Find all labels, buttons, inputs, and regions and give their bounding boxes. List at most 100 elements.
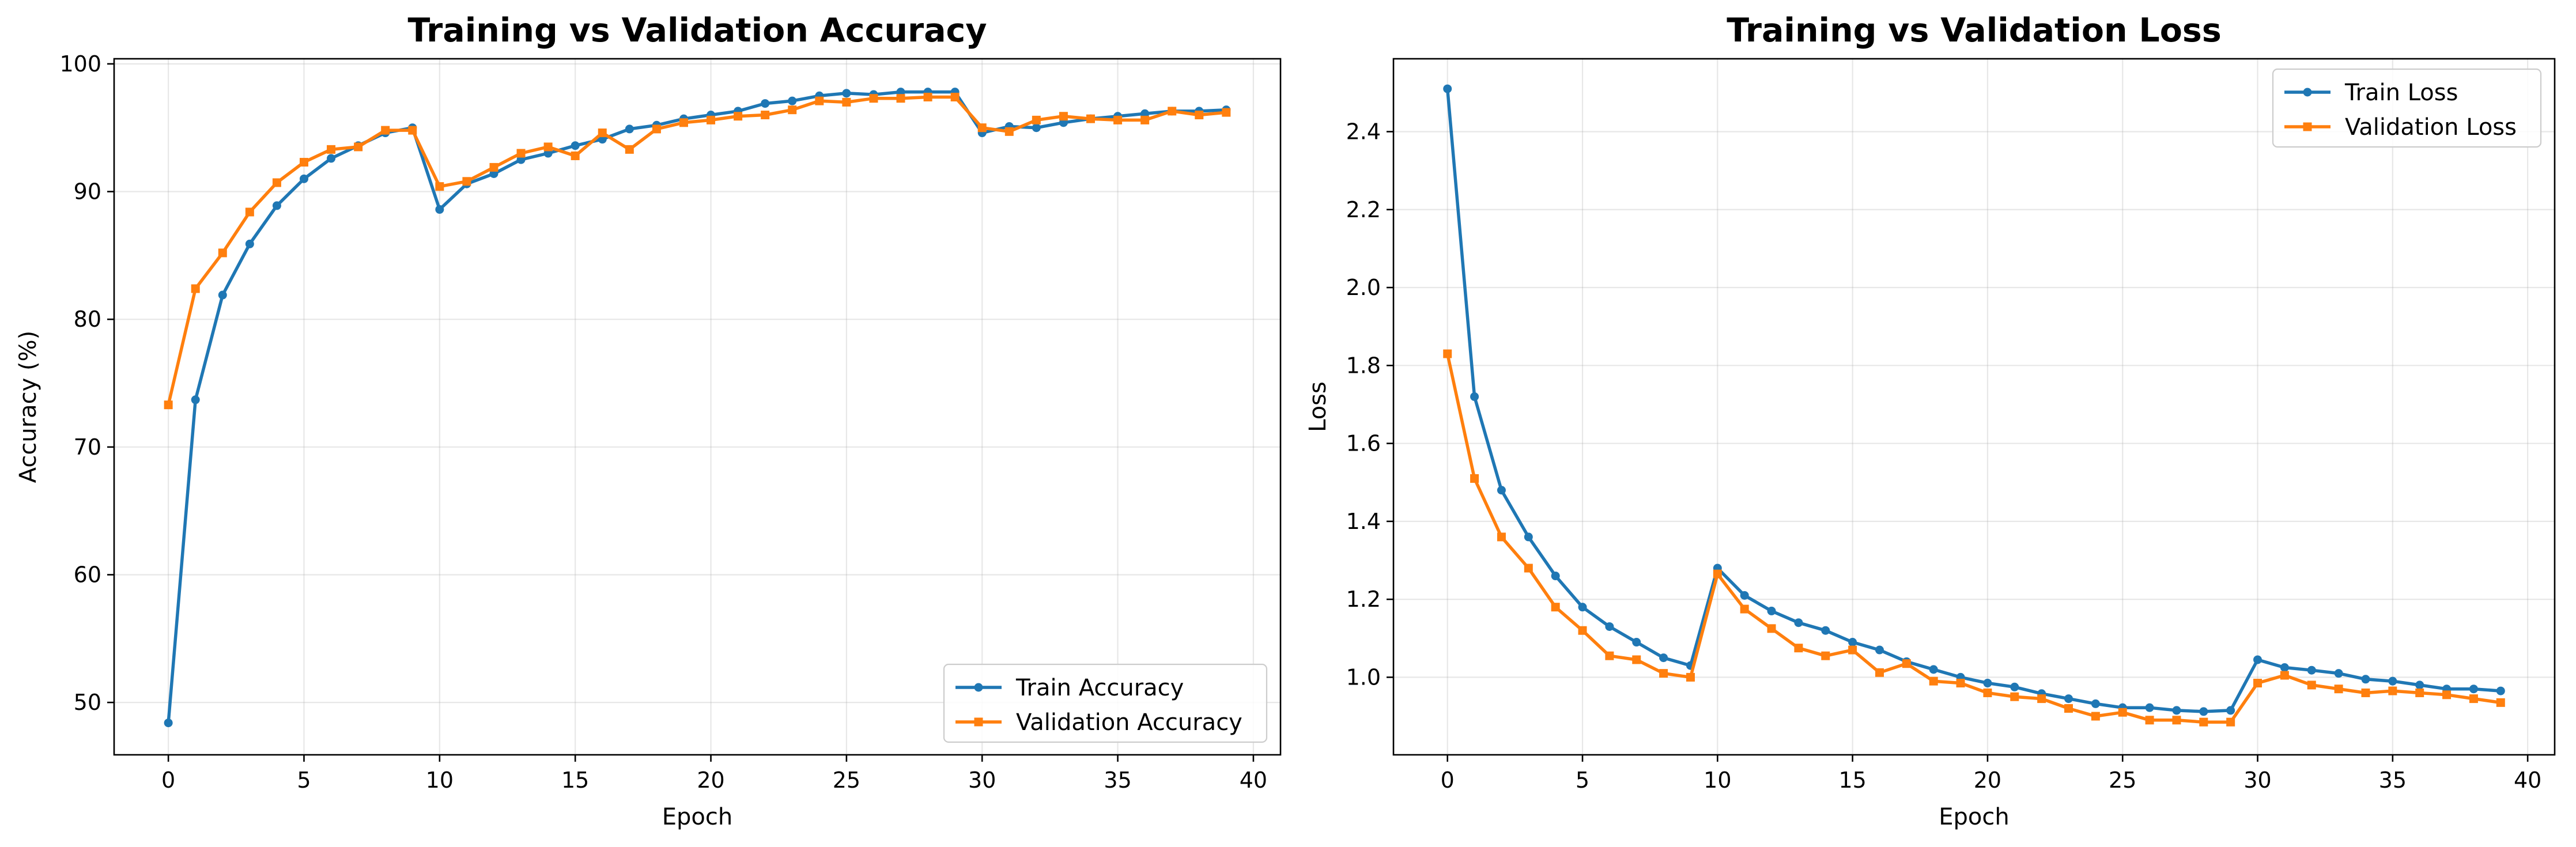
legend-marker (2303, 122, 2312, 131)
data-point (1983, 679, 1992, 688)
data-point (2415, 688, 2424, 697)
y-tick-label: 2.2 (1346, 197, 1381, 222)
data-point (489, 162, 498, 172)
data-point (272, 201, 281, 210)
data-point (516, 149, 526, 158)
legend-label: Validation Loss (2345, 114, 2517, 141)
data-point (299, 174, 308, 183)
data-point (164, 400, 173, 410)
data-point (625, 145, 634, 154)
x-tick-label: 5 (1576, 767, 1589, 793)
data-point (2361, 675, 2370, 684)
data-point (896, 94, 905, 103)
legend-marker (974, 717, 983, 727)
data-point (2226, 717, 2235, 727)
legend-marker (2303, 88, 2312, 97)
x-tick-label: 35 (2379, 767, 2407, 793)
data-point (2199, 707, 2208, 716)
x-tick-label: 0 (161, 767, 175, 793)
data-point (815, 96, 824, 105)
ticks: 0 5 10 15 20 25 30 35 40 50 60 70 80 90 100 (59, 51, 1267, 793)
y-tick-label: 1.4 (1346, 509, 1381, 534)
data-point (2442, 690, 2452, 699)
x-tick-label: 40 (2514, 767, 2541, 793)
data-point (1632, 638, 1641, 647)
y-tick-label: 2.0 (1346, 275, 1381, 300)
data-point (869, 94, 878, 103)
y-tick-label: 80 (74, 307, 101, 332)
data-point (571, 151, 580, 160)
y-tick-label: 1.8 (1346, 353, 1381, 378)
legend-box (2272, 68, 2542, 148)
data-point (1740, 591, 1749, 600)
chart-loss: 0 5 10 15 20 25 30 35 40 1.0 1.2 1.4 1.6 1.8 2.0 2.2 2.4… (1305, 12, 2556, 830)
data-point (1168, 107, 1177, 116)
data-point (1794, 644, 1803, 653)
data-point (1086, 114, 1096, 123)
y-tick-label: 1.6 (1346, 431, 1381, 456)
data-point (1524, 564, 1533, 573)
data-point (245, 239, 254, 248)
data-point (977, 123, 987, 133)
x-tick-label: 20 (1974, 767, 2001, 793)
data-point (1983, 688, 1992, 697)
x-tick-label: 35 (1104, 767, 1131, 793)
y-axis-label: Loss (1305, 381, 1331, 432)
data-point (164, 719, 173, 728)
data-point (1551, 572, 1560, 581)
series-line (167, 90, 1227, 723)
data-point (2091, 699, 2100, 708)
data-point (2496, 686, 2505, 695)
data-point (1821, 651, 1830, 660)
legend-item: Train Accuracy (955, 675, 1184, 701)
data-point (1659, 653, 1668, 663)
data-point (218, 290, 227, 300)
data-point (2415, 680, 2424, 690)
data-point (2199, 717, 2208, 727)
data-point (950, 92, 960, 101)
data-point (191, 395, 200, 404)
y-tick-label: 70 (74, 434, 101, 460)
chart-title: Training vs Validation Loss (1727, 12, 2222, 50)
data-point (2172, 706, 2181, 715)
data-point (1902, 659, 1911, 668)
grid (114, 59, 1281, 755)
data-point (1632, 655, 1641, 664)
data-point (2010, 682, 2019, 691)
legend-item: Validation Loss (2284, 114, 2517, 141)
data-point (679, 118, 688, 127)
data-point (1848, 638, 1857, 647)
legend: Train Accuracy Validation Accuracy (943, 663, 1268, 743)
data-point (1929, 676, 1938, 686)
series-train-loss (1443, 84, 2505, 716)
y-tick-label: 2.4 (1346, 119, 1381, 144)
data-point (1195, 111, 1204, 120)
data-point (1659, 669, 1668, 678)
legend-item: Validation Accuracy (955, 709, 1242, 736)
legend-label: Train Accuracy (1015, 675, 1184, 701)
data-point (1551, 603, 1560, 612)
data-point (1004, 127, 1014, 136)
x-tick-label: 0 (1441, 767, 1455, 793)
data-point (462, 177, 471, 186)
series-validation-loss (1443, 349, 2505, 727)
data-point (1443, 84, 1452, 93)
axes-frame (113, 58, 1282, 756)
data-point (435, 182, 444, 191)
data-point (2064, 704, 2073, 713)
data-point (1032, 115, 1041, 124)
data-point (1767, 624, 1776, 633)
legend-label: Train Loss (2344, 80, 2458, 106)
data-point (2118, 708, 2127, 717)
data-point (1032, 123, 1041, 133)
ticks: 0 5 10 15 20 25 30 35 40 1.0 1.2 1.4 1.6 1.8 2.0 2.2 2.4 (1346, 119, 2542, 793)
data-point (1140, 115, 1150, 124)
data-point (1113, 115, 1123, 124)
series-line (1446, 353, 2501, 724)
x-tick-label: 10 (1704, 767, 1731, 793)
data-point (1470, 474, 1479, 483)
x-tick-label: 25 (833, 767, 860, 793)
y-tick-label: 100 (59, 51, 101, 77)
y-tick-label: 1.0 (1346, 664, 1381, 690)
